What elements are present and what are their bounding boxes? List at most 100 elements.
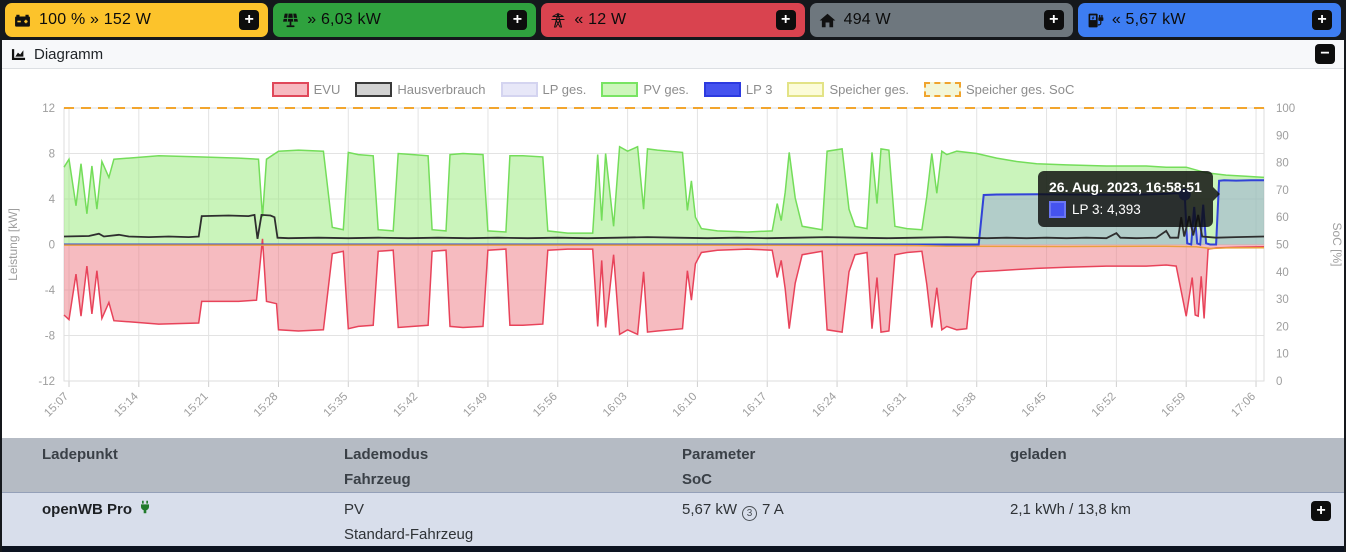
status-badge-pv[interactable]: » 6,03 kW + <box>273 3 537 37</box>
y-left-tick-label: 0 <box>49 240 55 252</box>
charging-station-icon <box>1087 12 1104 29</box>
charge-current: 7 A <box>762 501 784 518</box>
chargepoint-name: openWB Pro <box>42 501 132 518</box>
y-right-tick-label: 40 <box>1276 267 1289 279</box>
table-header-cell: Ladepunkt <box>42 446 118 463</box>
status-bar: 100 % » 152 W +» 6,03 kW + « 12 W +494 W + « 5… <box>2 0 1344 40</box>
badge-label-grid: « 12 W <box>574 11 627 28</box>
chargepoint-table-header: Ladepunkt Lademodus Fahrzeug Parameter SoC ge… <box>2 438 1344 492</box>
table-header-cell: geladen <box>1010 446 1067 463</box>
status-badge-battery[interactable]: 100 % » 152 W + <box>5 3 269 37</box>
table-header-cell: Parameter SoC <box>682 446 756 488</box>
expand-house-button[interactable]: + <box>1043 10 1064 30</box>
y-right-tick-label: 50 <box>1276 240 1289 252</box>
charged-amount: 2,1 kWh / 13,8 km <box>1010 501 1131 518</box>
expand-chargepoint-button[interactable]: + <box>1312 10 1333 30</box>
y-left-tick-label: -4 <box>45 285 56 297</box>
tooltip-value: LP 3: 4,393 <box>1072 202 1141 217</box>
vehicle-name: Standard-Fahrzeug <box>344 526 474 543</box>
badge-label-chargepoint: « 5,67 kW <box>1111 11 1186 28</box>
plug-icon <box>138 500 152 518</box>
table-header-cell: Lademodus Fahrzeug <box>344 446 429 488</box>
tooltip-series-swatch <box>1049 201 1066 218</box>
chargepoint-row[interactable]: openWB Pro PV Standard-Fahrzeug 5,67 kW 3 7 A… <box>2 492 1344 547</box>
expand-grid-button[interactable]: + <box>775 10 796 30</box>
legend-item[interactable]: LP ges. <box>500 82 586 97</box>
y-right-tick-label: 60 <box>1276 212 1289 224</box>
legend-label: EVU <box>313 82 341 97</box>
series-line-Hausverbrauch <box>63 213 1265 240</box>
charge-mode: PV <box>344 501 365 518</box>
legend-item[interactable]: Speicher ges. SoC <box>923 82 1074 97</box>
charge-power: 5,67 kW <box>682 501 738 518</box>
y-right-tick-label: 80 <box>1276 158 1289 170</box>
x-tick-label: 16:45 <box>1020 391 1049 420</box>
y-right-tick-label: 70 <box>1276 185 1289 197</box>
legend-swatch <box>703 82 741 97</box>
legend-swatch <box>601 82 639 97</box>
series-line-EVU <box>63 238 1265 336</box>
y-right-tick-label: 90 <box>1276 130 1289 142</box>
status-badge-chargepoint[interactable]: « 5,67 kW + <box>1077 3 1342 37</box>
collapsed-section-bar[interactable] <box>2 546 1344 552</box>
status-badge-grid[interactable]: « 12 W + <box>541 3 805 37</box>
x-tick-label: 15:21 <box>182 391 211 420</box>
x-tick-label: 16:24 <box>810 390 839 419</box>
series-line-PV ges. <box>63 145 1265 234</box>
diagram-panel-header: Diagramm − <box>2 40 1344 69</box>
legend-label: Speicher ges. <box>829 82 909 97</box>
y-left-tick-label: 8 <box>49 149 55 161</box>
legend-swatch <box>271 82 309 97</box>
y-right-tick-label: 20 <box>1276 321 1289 333</box>
panel-title: Diagramm <box>34 45 104 63</box>
legend-swatch <box>500 82 538 97</box>
legend-item[interactable]: EVU <box>271 82 341 97</box>
expand-battery-button[interactable]: + <box>239 10 260 30</box>
chart-legend: EVU Hausverbrauch LP ges. PV ges. LP 3 Speich… <box>2 82 1344 97</box>
y-right-tick-label: 10 <box>1276 349 1289 361</box>
x-tick-label: 15:42 <box>391 391 420 420</box>
y-left-tick-label: 4 <box>49 194 56 206</box>
legend-item[interactable]: Speicher ges. <box>787 82 909 97</box>
pylon-icon <box>550 12 566 28</box>
legend-swatch <box>787 82 825 97</box>
y-right-tick-label: 100 <box>1276 103 1295 115</box>
chart-tooltip: 26. Aug. 2023, 16:58:51 LP 3: 4,393 <box>1038 171 1220 227</box>
legend-item[interactable]: PV ges. <box>601 82 689 97</box>
legend-swatch <box>923 82 961 97</box>
badge-label-pv: » 6,03 kW <box>307 11 382 28</box>
legend-label: LP 3 <box>745 82 773 97</box>
expand-pv-button[interactable]: + <box>507 10 528 30</box>
y-right-tick-label: 0 <box>1276 376 1282 388</box>
x-tick-label: 16:03 <box>601 391 630 420</box>
chargepoint-table-body: openWB Pro PV Standard-Fahrzeug 5,67 kW 3 7 A… <box>2 492 1344 547</box>
y-left-axis-title: Leistung [kW] <box>6 208 20 281</box>
badge-label-battery: 100 % » 152 W <box>39 11 151 28</box>
legend-item[interactable]: LP 3 <box>703 82 773 97</box>
series-line-Speicher ges. <box>64 244 1265 250</box>
car-battery-icon <box>14 12 31 29</box>
legend-item[interactable]: Hausverbrauch <box>355 82 486 97</box>
x-tick-label: 15:56 <box>531 391 560 420</box>
diagram-chart: EVU Hausverbrauch LP ges. PV ges. LP 3 Speich… <box>2 69 1344 438</box>
x-tick-label: 17:06 <box>1229 391 1258 420</box>
x-tick-label: 16:31 <box>880 391 909 420</box>
phases-badge: 3 <box>742 506 758 521</box>
y-left-tick-label: -12 <box>38 376 55 388</box>
x-tick-label: 16:38 <box>950 391 979 420</box>
collapse-diagram-button[interactable]: − <box>1315 44 1335 64</box>
x-tick-label: 15:14 <box>112 390 141 419</box>
x-tick-label: 16:59 <box>1159 391 1188 420</box>
expand-chargepoint-row-button[interactable]: + <box>1311 501 1331 521</box>
x-tick-label: 15:07 <box>42 391 71 420</box>
tooltip-title: 26. Aug. 2023, 16:58:51 <box>1049 179 1202 195</box>
y-left-tick-label: -8 <box>45 331 55 343</box>
x-tick-label: 16:17 <box>741 391 770 420</box>
solar-panel-icon <box>282 12 299 29</box>
series-line-LP 3 <box>64 179 1264 246</box>
chart-area-icon <box>11 47 26 62</box>
status-badge-house[interactable]: 494 W + <box>809 3 1073 37</box>
y-right-tick-label: 30 <box>1276 294 1289 306</box>
